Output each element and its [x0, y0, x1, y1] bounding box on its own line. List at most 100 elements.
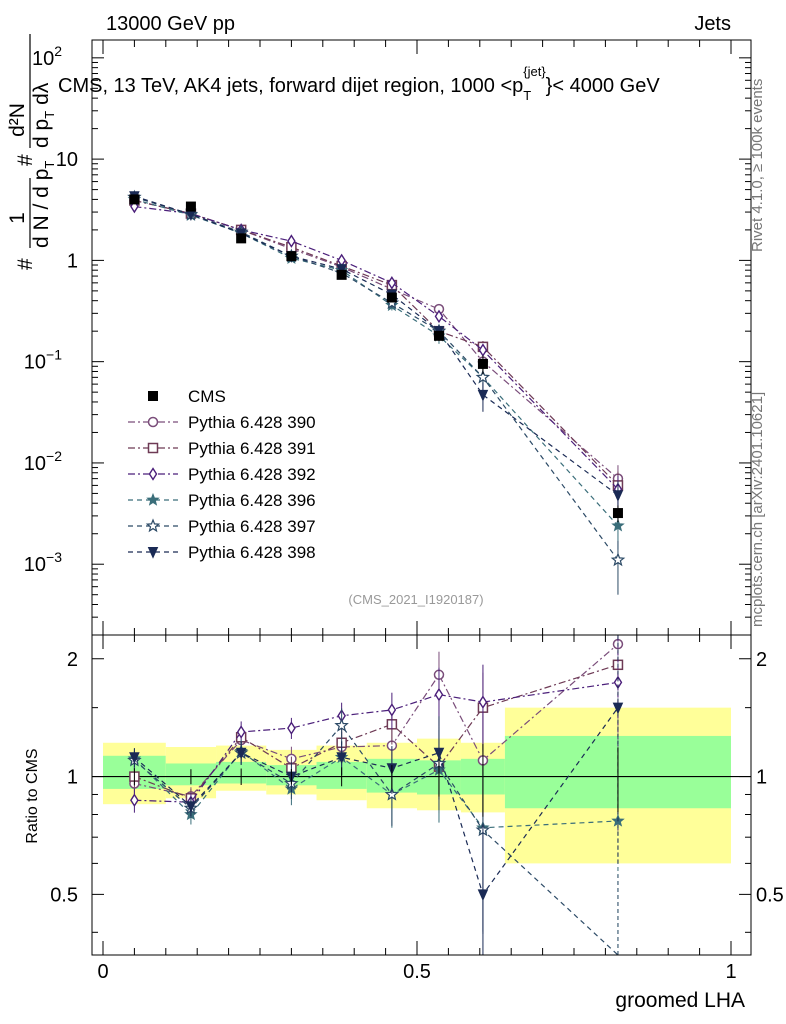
ylabel-T2: T [42, 111, 57, 119]
series-point [434, 309, 444, 324]
ratio-y-axis-label: Ratio to CMS [24, 748, 41, 843]
legend-marker-4 [145, 518, 161, 533]
title-suffix: }< 4000 GeV [546, 75, 661, 97]
title-sub: T [523, 88, 531, 103]
y-tick-exp: −3 [46, 549, 62, 565]
ratio-y-tick-label-right: 0.5 [756, 884, 784, 906]
legend-marker-cms [148, 391, 158, 401]
data-point [386, 292, 397, 303]
y-tick-base: 10 [32, 48, 54, 70]
legend-label-2: Pythia 6.428 392 [188, 465, 316, 484]
ylabel-dl: dλ [30, 82, 53, 105]
series-2 [130, 199, 623, 510]
legend-marker-1 [147, 442, 159, 454]
y-tick-exp: −2 [46, 448, 62, 464]
series-point [611, 518, 625, 532]
ratio-point [236, 725, 246, 739]
legend-marker-3 [146, 492, 160, 506]
series-line [134, 199, 619, 480]
ratio-point [612, 702, 624, 715]
ratio-point [384, 786, 400, 801]
data-point [185, 201, 196, 212]
y-tick-exp: −1 [46, 347, 62, 363]
ratio-point [387, 703, 397, 717]
ratio-series-line [134, 724, 619, 956]
ylabel-T1: T [42, 161, 57, 169]
ylabel-hash1: # [14, 258, 37, 270]
ratio-series-line [134, 707, 619, 896]
series-point [477, 389, 489, 402]
ratio-point [433, 747, 445, 760]
ratio-point [478, 695, 488, 709]
svg-text:d N / d pT: d N / d pT [30, 161, 57, 248]
ratio-point [334, 717, 349, 732]
legend-label-cms: CMS [188, 387, 226, 406]
y-tick-label: 10−2 [24, 448, 62, 475]
ratio-point [477, 889, 489, 902]
series-1 [129, 195, 624, 506]
rivet-side-label: Rivet 4.1.0, ≥ 100k events [749, 79, 766, 252]
svg-text:1: 1 [6, 212, 29, 224]
data-point [286, 251, 297, 262]
ratio-y-tick-label-right: 1 [756, 767, 767, 789]
series-point [610, 552, 626, 567]
ratio-y-tick-label-left: 0.5 [50, 884, 78, 906]
header-left-label: 13000 GeV pp [106, 13, 235, 35]
legend-label-4: Pythia 6.428 397 [188, 517, 316, 536]
x-tick-label: 1 [725, 961, 736, 983]
legend-label-5: Pythia 6.428 398 [188, 543, 316, 562]
analysis-watermark: (CMS_2021_I1920187) [348, 592, 483, 607]
ylabel-d2N: d²N [6, 103, 29, 137]
series-point [287, 234, 296, 248]
data-point [433, 330, 444, 341]
y-tick-label: 102 [32, 43, 62, 70]
data-point [336, 269, 347, 280]
svg-text:d²N: d²N [6, 103, 29, 137]
data-point [612, 508, 623, 519]
y-tick-base: 10 [56, 149, 78, 171]
x-axis-label: groomed LHA [615, 989, 745, 1012]
svg-text:d pTdλ: d pTdλ [30, 82, 57, 148]
ylabel-one: 1 [6, 212, 29, 224]
ratio-point [336, 752, 347, 765]
ratio-point [185, 801, 197, 813]
svg-text:#: # [14, 258, 37, 270]
data-point [236, 233, 247, 244]
svg-text:#: # [14, 154, 37, 166]
y-tick-base: 1 [67, 250, 78, 272]
ratio-series-line [134, 643, 619, 798]
title-prefix: CMS, 13 TeV, AK4 jets, forward dijet reg… [58, 75, 523, 97]
ylabel-hash2: # [14, 154, 37, 166]
data-point [477, 358, 488, 369]
series-point [475, 369, 491, 384]
y-tick-base: 10 [24, 352, 46, 374]
y-tick-base: 10 [24, 453, 46, 475]
ratio-point [130, 793, 139, 808]
ratio-plot-frame [91, 634, 752, 956]
legend-label-0: Pythia 6.428 390 [188, 413, 316, 432]
legend-marker-0 [147, 416, 159, 428]
header-right-label: Jets [694, 13, 731, 35]
y-tick-exp: 2 [54, 43, 62, 59]
legend-marker-5 [147, 547, 159, 559]
ratio-point [129, 752, 140, 765]
ratio-y-tick-label-left: 1 [67, 767, 78, 789]
y-tick-label: 1 [67, 250, 78, 272]
y-tick-base: 10 [24, 554, 46, 576]
legend-marker-2 [148, 467, 158, 481]
ratio-y-tick-label-left: 2 [67, 649, 78, 671]
y-axis-label: # 1 d N / d pT # d²N d pTdλ [6, 34, 57, 270]
ratio-y-tick-label-right: 2 [756, 649, 767, 671]
series-line [134, 199, 619, 486]
ratio-point [434, 687, 444, 702]
data-point [129, 194, 140, 205]
y-tick-label: 10 [56, 149, 78, 171]
ylabel-dN: d N / d p [30, 169, 53, 248]
title-sup: {jet} [523, 64, 546, 79]
legend-label-3: Pythia 6.428 396 [188, 491, 316, 510]
ratio-point [287, 721, 296, 735]
x-tick-label: 0 [97, 961, 108, 983]
plot-title: CMS, 13 TeV, AK4 jets, forward dijet reg… [58, 64, 660, 103]
series-point [336, 264, 347, 276]
